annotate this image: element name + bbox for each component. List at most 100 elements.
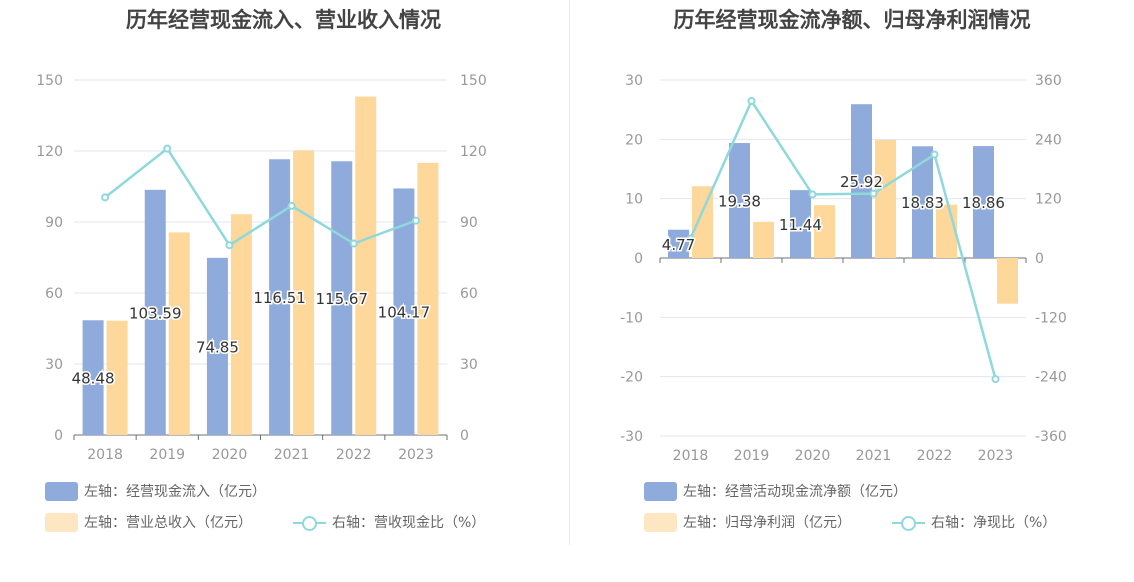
y-tick-label-right: -360 — [1035, 429, 1067, 445]
line-point — [747, 96, 756, 105]
panel-divider — [569, 0, 570, 545]
line-point — [808, 190, 817, 199]
bar-series-2 — [417, 162, 439, 436]
legend-item-cash-ratio[interactable]: 右轴：营收现金比（%） — [293, 512, 485, 532]
legend-swatch-inflow — [45, 481, 78, 501]
line-series — [689, 98, 997, 380]
y-tick-label-right: 90 — [460, 215, 478, 231]
x-tick-label: 2020 — [212, 447, 248, 463]
legend-swatch-net-cashflow — [644, 481, 677, 501]
bar-series-2 — [355, 96, 377, 436]
x-tick-label: 2021 — [274, 447, 310, 463]
y-tick-label-left: 60 — [45, 286, 63, 302]
chart-panel-right: 历年经营现金流净额、归母净利润情况 -30 -360 -20 -240 -10 -120 0… — [570, 0, 1134, 582]
line-point — [686, 234, 695, 243]
data-label: 19.38 — [718, 193, 761, 211]
y-tick-label-left: 30 — [625, 73, 643, 89]
bar-series-2 — [230, 214, 252, 435]
y-tick-label-right: -120 — [1035, 310, 1067, 326]
line-point — [930, 150, 939, 159]
legend-item-revenue[interactable]: 左轴：营业总收入（亿元） — [45, 512, 252, 532]
y-tick-label-right: 120 — [460, 144, 487, 160]
bar-series-2 — [814, 205, 835, 258]
legend-label: 右轴：营收现金比（%） — [332, 515, 486, 531]
data-label: 74.85 — [196, 338, 239, 356]
bar-series-2 — [168, 232, 190, 435]
data-label: 104.17 — [378, 304, 431, 322]
data-label: 116.51 — [253, 289, 306, 307]
x-tick-label: 2022 — [336, 447, 372, 463]
line-point — [869, 189, 878, 198]
x-tick-label: 2021 — [856, 448, 892, 464]
chart-title: 历年经营现金流入、营业收入情况 — [126, 8, 441, 32]
line-series — [104, 146, 417, 247]
line-point — [163, 144, 172, 153]
y-tick-label-left: 0 — [634, 251, 643, 267]
legend-swatch-net-profit — [644, 512, 677, 532]
y-tick-label-left: 30 — [45, 357, 63, 373]
x-tick-label: 2019 — [734, 448, 770, 464]
y-tick-label-left: -10 — [620, 310, 643, 326]
bar-series-1 — [729, 143, 750, 258]
bar-series-1 — [269, 159, 291, 435]
y-tick-label-left: 90 — [45, 215, 63, 231]
y-tick-label-right: 0 — [460, 428, 469, 444]
y-tick-label-left: 120 — [36, 144, 63, 160]
legend-item-net-cash-ratio[interactable]: 右轴：净现比（%） — [892, 512, 1056, 532]
x-tick-label: 2019 — [149, 447, 185, 463]
y-tick-label-right: 30 — [460, 357, 478, 373]
chart-panel-left: 历年经营现金流入、营业收入情况 0 0 30 30 60 60 90 90 120 120 150 1… — [36, 8, 487, 532]
legend-label: 左轴：营业总收入（亿元） — [84, 515, 252, 531]
y-tick-label-left: 150 — [36, 73, 63, 89]
line-point — [225, 241, 234, 250]
bar-series-2 — [293, 150, 315, 436]
legend-label: 左轴：经营现金流入（亿元） — [84, 484, 266, 500]
legend-item-net-cashflow[interactable]: 左轴：经营活动现金流净额（亿元） — [644, 481, 907, 501]
bar-series-2 — [936, 204, 957, 258]
y-tick-label-left: -20 — [620, 370, 643, 386]
data-label: 18.83 — [901, 194, 944, 212]
bar-series-1 — [331, 161, 353, 435]
data-label: 11.44 — [779, 216, 822, 234]
x-tick-label: 2023 — [978, 448, 1014, 464]
bar-series-1 — [912, 146, 933, 258]
legend-line-marker — [293, 513, 326, 532]
bar-series-1 — [82, 320, 104, 435]
legend-swatch-revenue — [45, 512, 78, 532]
x-tick-label: 2023 — [398, 447, 434, 463]
y-tick-label-right: 120 — [1035, 192, 1062, 208]
bar-series-2 — [997, 258, 1018, 304]
y-tick-label-left: -30 — [620, 429, 643, 445]
line-point — [349, 239, 358, 248]
x-tick-label: 2018 — [673, 448, 709, 464]
data-label: 115.67 — [316, 290, 369, 308]
y-tick-label-right: 360 — [1035, 73, 1062, 89]
line-point — [287, 201, 296, 210]
y-tick-label-right: 60 — [460, 286, 478, 302]
line-point — [101, 193, 110, 202]
bar-series-2 — [753, 221, 774, 258]
y-tick-label-right: 0 — [1035, 251, 1044, 267]
legend-item-inflow[interactable]: 左轴：经营现金流入（亿元） — [45, 481, 266, 501]
bar-series-1 — [851, 104, 872, 258]
line-point — [991, 375, 1000, 384]
data-label: 48.48 — [72, 370, 115, 388]
y-tick-label-left: 20 — [625, 132, 643, 148]
bar-series-2 — [692, 186, 713, 258]
data-label: 103.59 — [129, 304, 182, 322]
y-tick-label-right: 150 — [460, 73, 487, 89]
legend-line-marker — [892, 513, 925, 532]
legend-item-net-profit[interactable]: 左轴：归母净利润（亿元） — [644, 512, 851, 532]
x-tick-label: 2022 — [917, 448, 953, 464]
y-tick-label-right: 240 — [1035, 132, 1062, 148]
bar-series-2 — [106, 320, 128, 435]
x-tick-label: 2018 — [87, 447, 123, 463]
bar-series-1 — [144, 189, 166, 435]
y-tick-label-left: 10 — [625, 192, 643, 208]
line-point — [411, 216, 420, 225]
bar-series-2 — [875, 139, 896, 258]
bar-series-1 — [206, 257, 228, 435]
bar-series-1 — [973, 146, 994, 258]
chart-title: 历年经营现金流净额、归母净利润情况 — [673, 8, 1031, 32]
x-tick-label: 2020 — [795, 448, 831, 464]
